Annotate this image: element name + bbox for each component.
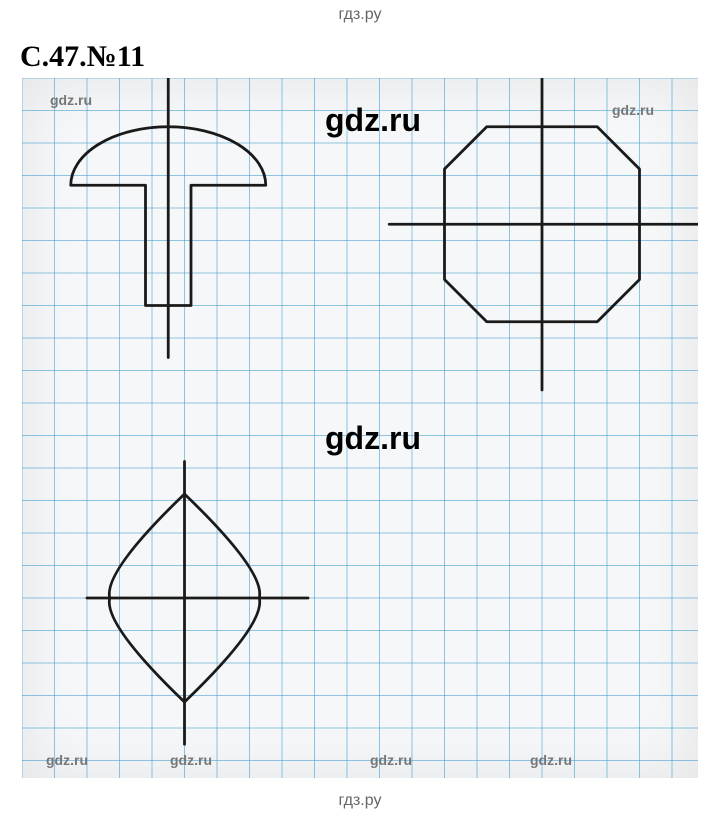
watermark: gdz.ru: [612, 102, 654, 118]
watermark: gdz.ru: [530, 752, 572, 768]
header-site-label: гдз.ру: [0, 6, 720, 24]
exercise-number: С.47.№11: [20, 40, 145, 74]
watermark: gdz.ru: [325, 102, 421, 139]
footer-site-label: гдз.ру: [0, 792, 720, 810]
watermark: gdz.ru: [46, 752, 88, 768]
watermark: gdz.ru: [370, 752, 412, 768]
watermark: gdz.ru: [50, 92, 92, 108]
watermark: gdz.ru: [170, 752, 212, 768]
watermark: gdz.ru: [325, 420, 421, 457]
